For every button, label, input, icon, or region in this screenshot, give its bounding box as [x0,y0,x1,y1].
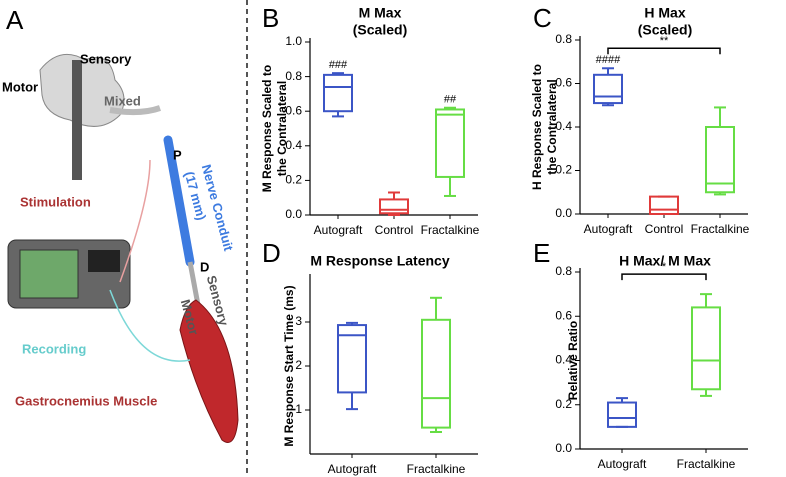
nerve-distal [187,261,201,306]
y-axis-label: M Response Start Time (ms) [282,285,296,446]
chart-subtitle: (Scaled) [638,22,692,38]
panel-label: D [262,238,281,268]
chart-subtitle: (Scaled) [353,22,407,38]
y-tick-label: 3 [295,314,302,328]
x-tick-label: Fractalkine [421,223,480,237]
label: P [173,147,182,162]
x-tick-label: Autograft [328,462,377,476]
box [421,318,451,429]
box [379,198,409,215]
bracket-label: * [662,261,667,273]
y-tick-label: 0.0 [555,206,572,220]
y-tick-label: 0.4 [285,138,302,152]
x-tick-label: Fractalkine [691,222,750,236]
y-tick-label: 1 [295,402,302,416]
box [705,126,735,194]
y-tick-label: 0.6 [555,76,572,90]
screen [19,249,79,299]
x-tick-label: Control [645,222,684,236]
label: Motor [2,79,38,94]
x-tick-label: Autograft [584,222,633,236]
y-tick-label: 0.6 [285,103,302,117]
y-tick-label: 0.0 [285,207,302,221]
y-axis-label: the Contralateral [275,81,289,176]
label: D [200,259,209,274]
panel-label: C [533,3,552,33]
panel-label: A [6,5,24,35]
chart-title: M Max [359,5,402,21]
x-tick-label: Autograft [314,223,363,237]
y-tick-label: 0.8 [555,32,572,46]
y-tick-label: 0.6 [555,308,572,322]
box [649,195,679,216]
y-tick-label: 0.2 [555,397,572,411]
box [337,324,367,394]
panel-label: E [533,238,550,268]
y-tick-label: 0.8 [555,264,572,278]
annotation: ### [329,59,348,71]
y-tick-label: 0.8 [285,69,302,83]
bracket-label: ** [660,35,669,47]
y-tick-label: 0.0 [555,441,572,455]
y-tick-label: 0.2 [555,163,572,177]
x-tick-label: Fractalkine [407,462,466,476]
x-tick-label: Autograft [598,457,647,471]
y-tick-label: 1.0 [285,34,302,48]
spine-rod [72,60,82,180]
y-axis-label: Relative Ratio [566,321,580,400]
box [607,401,637,428]
box [323,73,353,113]
chart-title: M Response Latency [310,253,449,269]
annotation: #### [596,54,621,66]
label: Mixed [104,93,141,108]
nerve [109,105,161,116]
y-tick-label: 2 [295,358,302,372]
muscle [179,299,239,443]
chart-title: H Max/ M Max [619,253,711,269]
annotation: ## [444,94,457,106]
keypad [88,250,120,272]
y-tick-label: 0.4 [555,119,572,133]
stim-wire [119,159,151,283]
box [593,73,623,105]
box [435,108,465,178]
panel-label: B [262,3,279,33]
illustration: A Motor Sensory Mixed P Nerve Conduit (1… [2,0,248,477]
bracket [621,273,707,281]
x-tick-label: Fractalkine [677,457,736,471]
y-tick-label: 0.2 [285,173,302,187]
y-axis-label: H Response Scaled to [530,64,544,190]
y-axis-label: the Contralateral [545,79,559,174]
conduit [163,135,195,267]
label: Stimulation [20,194,91,209]
label: Sensory [80,51,132,66]
x-tick-label: Control [375,223,414,237]
chart-title: H Max [644,5,685,21]
rec-wire [109,289,191,362]
label: Recording [22,341,86,356]
y-tick-label: 0.4 [555,353,572,367]
box [691,306,721,391]
y-axis-label: M Response Scaled to [260,65,274,192]
label: Gastrocnemius Muscle [15,393,157,408]
bracket [607,47,721,55]
